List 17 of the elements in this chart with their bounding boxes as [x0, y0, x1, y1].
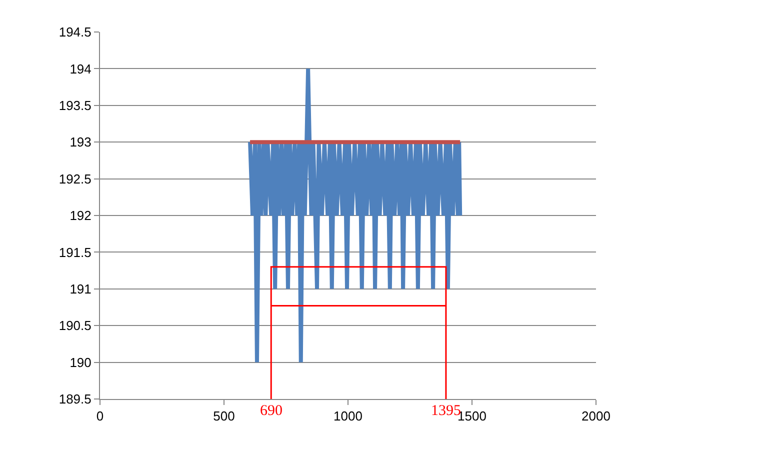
- y-tick-label: 189.5: [58, 392, 92, 407]
- y-tick-label: 190: [70, 354, 92, 370]
- annotation: 1395: [431, 403, 461, 419]
- x-tick-label: 0: [96, 408, 104, 424]
- y-tick-label: 193.5: [58, 98, 92, 113]
- y-tick-label: 192.5: [58, 171, 92, 186]
- y-tick-label: 194.5: [58, 24, 92, 40]
- y-tick-label: 191.5: [58, 244, 92, 260]
- y-tick-label: 190.5: [58, 318, 92, 334]
- y-tick-label: 192: [70, 208, 92, 224]
- annotation: 690: [260, 403, 282, 419]
- y-tick-label: 191: [70, 281, 92, 296]
- y-tick-label: 194: [70, 61, 92, 76]
- y-tick-label: 193: [70, 134, 92, 150]
- x-tick-label: 2000: [582, 408, 610, 424]
- x-tick-label: 500: [213, 408, 235, 424]
- x-tick-label: 1000: [334, 408, 362, 424]
